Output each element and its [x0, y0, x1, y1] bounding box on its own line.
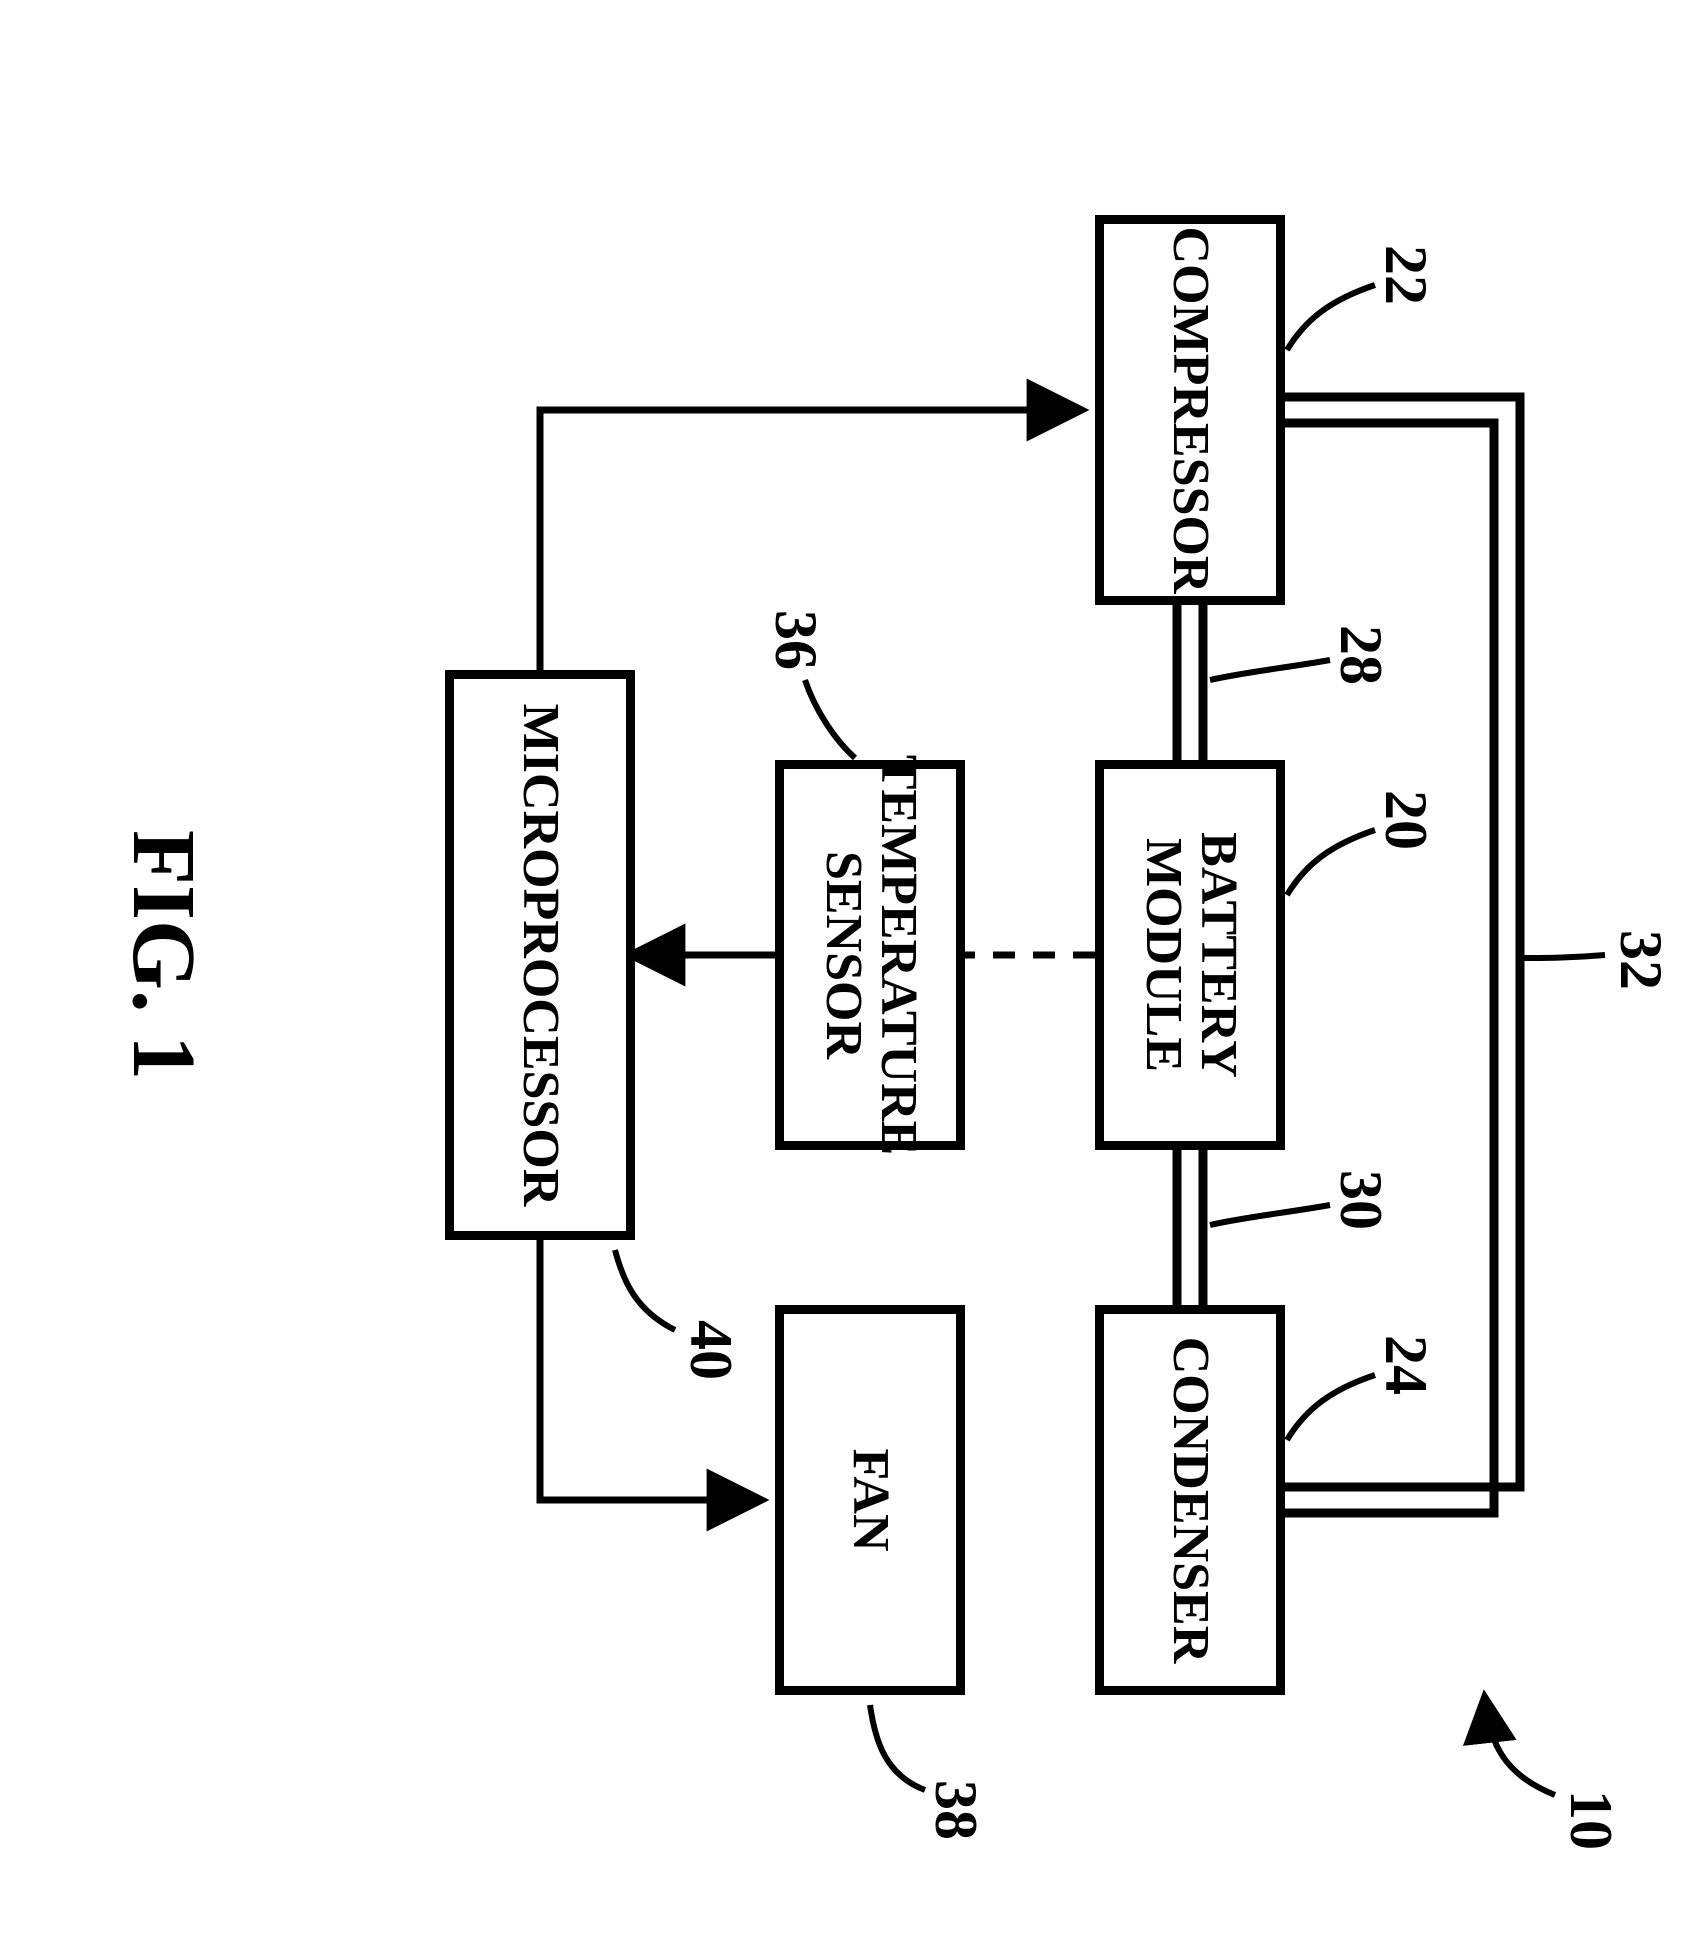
temperature-sensor-label: TEMPERATURE SENSOR	[815, 755, 924, 1156]
ref-20: 20	[1371, 790, 1440, 850]
microprocessor-label: MICROPROCESSOR	[513, 704, 568, 1207]
condenser-block: CONDENSER	[1095, 1305, 1285, 1695]
ref-30: 30	[1326, 1170, 1395, 1230]
fan-label: FAN	[843, 1448, 898, 1551]
condenser-label: CONDENSER	[1163, 1337, 1218, 1664]
figure-caption: FIG. 1	[112, 830, 215, 1080]
page-canvas: COMPRESSOR BATTERY MODULE CONDENSER TEMP…	[0, 0, 1685, 1685]
ref-24: 24	[1371, 1335, 1440, 1395]
compressor-label: COMPRESSOR	[1163, 227, 1218, 594]
ref-10: 10	[1556, 1790, 1625, 1850]
compressor-block: COMPRESSOR	[1095, 215, 1285, 605]
ref-22: 22	[1371, 245, 1440, 305]
ref-36: 36	[761, 610, 830, 670]
diagram-stage: COMPRESSOR BATTERY MODULE CONDENSER TEMP…	[0, 0, 1685, 1937]
temperature-sensor-block: TEMPERATURE SENSOR	[775, 760, 965, 1150]
microprocessor-block: MICROPROCESSOR	[445, 670, 635, 1240]
fan-block: FAN	[775, 1305, 965, 1695]
ref-28: 28	[1326, 625, 1395, 685]
ref-40: 40	[676, 1320, 745, 1380]
ref-38: 38	[921, 1780, 990, 1840]
battery-module-label: BATTERY MODULE	[1135, 832, 1244, 1078]
conduit-28	[1177, 605, 1203, 760]
battery-module-block: BATTERY MODULE	[1095, 760, 1285, 1150]
ref-32: 32	[1606, 930, 1675, 990]
conduit-30	[1177, 1150, 1203, 1305]
